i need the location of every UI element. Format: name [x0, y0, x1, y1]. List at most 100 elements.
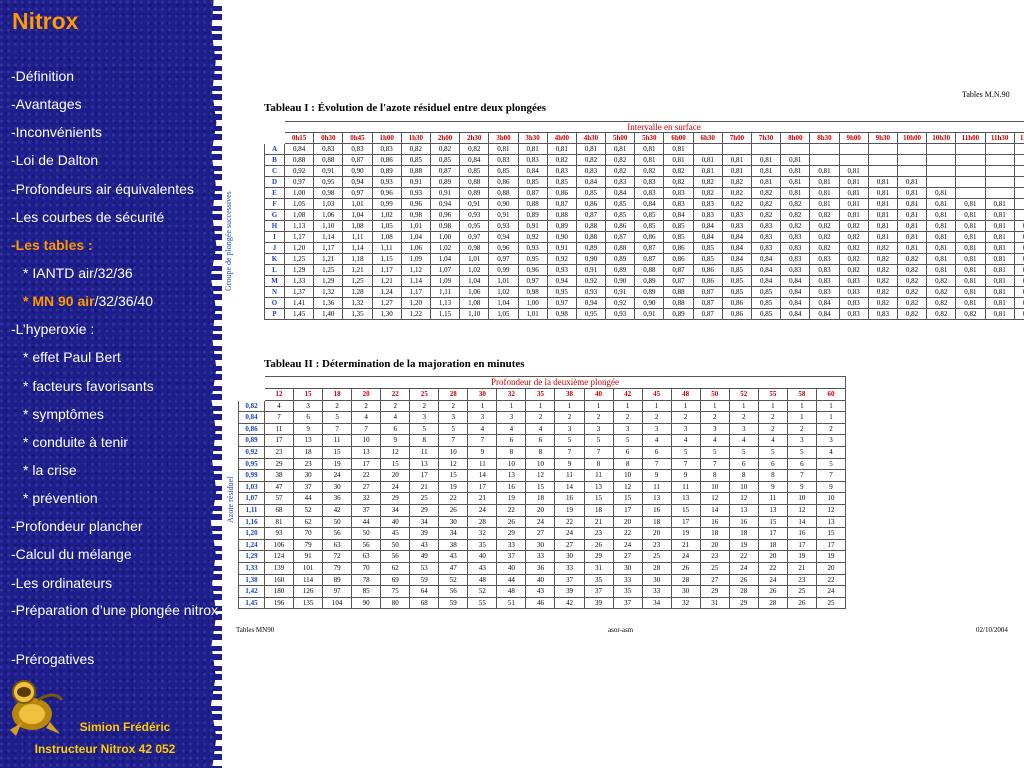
table1-column-header: 9h00: [838, 132, 869, 144]
table2-cell: 23: [583, 527, 614, 540]
table2-cell: 8: [728, 469, 759, 482]
table2-cell: 34: [409, 515, 440, 529]
table1-cell: 0,82: [809, 220, 840, 232]
table2-cell: 3: [293, 399, 324, 413]
table2-row-label: 1,11: [238, 503, 265, 517]
nav-item-la-crise[interactable]: * la crise: [23, 461, 77, 478]
table1-cell: 0,84: [692, 220, 723, 232]
table1-cell: 0,85: [546, 176, 577, 188]
table1-cell: 0,84: [809, 297, 840, 309]
table1-cell: 0,81: [955, 231, 986, 243]
nav-item-les-ordinateurs[interactable]: -Les ordinateurs: [11, 574, 113, 591]
nav-item-iantd[interactable]: * IANTD air/32/36: [23, 264, 133, 281]
nav-item-facteurs-favorisants[interactable]: * facteurs favorisants: [23, 377, 154, 394]
footer-center: asor-asm: [608, 626, 634, 634]
table1-cell: 0,82: [605, 154, 636, 166]
table2-cell: 59: [438, 596, 469, 610]
table2-cell: 2: [525, 411, 556, 424]
nav-item-symptomes[interactable]: * symptômes: [23, 405, 104, 422]
table2-cell: 1: [815, 399, 847, 413]
table1-cell: 0,83: [692, 209, 723, 221]
table2-cell: 79: [322, 561, 353, 575]
table1-cell: 0,84: [283, 143, 315, 155]
nav-item-les-tables[interactable]: -Les tables :: [11, 236, 93, 253]
table1-cell: 0,95: [313, 176, 344, 188]
table1-cell: 0,82: [926, 308, 957, 320]
nav-item-prerogatives[interactable]: -Prérogatives: [11, 650, 95, 667]
nav-item-definition[interactable]: -Définition: [11, 68, 75, 84]
table2-cell: 17: [612, 503, 643, 517]
table1-cell: 0,81: [517, 143, 548, 155]
table2-cell: 50: [380, 538, 411, 552]
nav-item-conduite-a-tenir[interactable]: * conduite à tenir: [23, 433, 129, 450]
table2-cell: 20: [699, 538, 730, 552]
nav-item-avantages[interactable]: -Avantages: [11, 96, 82, 113]
table1-cell: 0,88: [634, 264, 665, 276]
table2-cell: 18: [525, 492, 556, 505]
table1-cell: 0,86: [575, 198, 607, 210]
table1-cell: 0,95: [459, 220, 490, 232]
table1-cell: 0,82: [867, 253, 898, 265]
table1-cell: 0,93: [575, 286, 607, 298]
table2-row-label: 1,03: [238, 480, 265, 494]
nav-item-inconvenients[interactable]: -Inconvénients: [11, 124, 103, 141]
table1-cell-empty: [838, 154, 869, 166]
table1-cell: 1,04: [488, 297, 519, 309]
table1-cell: 0,83: [838, 275, 869, 287]
table2-cell: 6: [786, 457, 817, 471]
table2-cell: 27: [351, 480, 382, 494]
table2-cell: 48: [496, 585, 527, 598]
table2-cell: 17: [263, 434, 295, 447]
nav-item-prevention[interactable]: * prévention: [23, 490, 98, 507]
table1-cell: 0,83: [809, 275, 840, 287]
table1-cell: 0,84: [780, 308, 811, 320]
table2-cell: 36: [525, 561, 556, 575]
table1-cell: 0,93: [546, 264, 577, 276]
footer-left: Tables MN90: [236, 626, 275, 634]
nav-item-calcul-du-melange[interactable]: -Calcul du mélange: [11, 546, 132, 563]
table1-cell: 0,83: [517, 154, 548, 166]
nav-item-profondeurs-air-equivalentes[interactable]: -Profondeurs air équivalentes: [11, 180, 194, 197]
table2-cell: 15: [322, 445, 353, 459]
nav-item-profondeur-plancher[interactable]: -Profondeur plancher: [11, 518, 143, 535]
table2-cell: 17: [786, 538, 817, 552]
table1-cell: 1,01: [488, 275, 519, 287]
table1-cell: 0,81: [955, 220, 986, 232]
table2-cell: 2: [409, 399, 440, 413]
table1-cell: 0,89: [459, 187, 490, 199]
table2-cell: 12: [786, 503, 817, 517]
nav-item-mn90[interactable]: * MN 90 air/32/36/40: [11, 291, 219, 319]
table2-cell: 4: [757, 434, 788, 447]
table2-cell: 27: [699, 573, 730, 587]
nav-item-effet-paul-bert[interactable]: * effet Paul Bert: [23, 349, 121, 366]
table2-cell: 10: [438, 445, 469, 459]
table1-cell: 0,81: [926, 253, 957, 265]
table1-cell: 0,85: [575, 187, 607, 199]
table2-cell: 126: [293, 585, 324, 598]
table2-column-header: 42: [612, 387, 643, 401]
table2-cell: 37: [554, 573, 585, 587]
table1-cell: 0,82: [429, 143, 461, 155]
table1-cell: 0,81: [1013, 286, 1024, 298]
table1-cell: 0,83: [721, 209, 753, 221]
table2-cell: 9: [641, 469, 672, 482]
table1-cell: 0,81: [896, 187, 928, 199]
table2-cell: 7: [786, 469, 817, 482]
table2-cell: 16: [728, 515, 759, 529]
table1-cell: 0,94: [488, 231, 519, 243]
table1-cell: 1,27: [371, 297, 402, 309]
table2-cell: 3: [438, 411, 469, 424]
table1-column-header: 3h30: [517, 132, 548, 144]
table1-cell: 0,81: [955, 297, 986, 309]
table1-cell: 0,81: [780, 154, 811, 166]
nav-item-hyperoxie[interactable]: -L’hyperoxie :: [11, 321, 95, 338]
nav-item-preparation-plongee-nitrox[interactable]: -Préparation d’une plongée nitrox: [11, 601, 219, 618]
table2-cell: 11: [757, 492, 788, 505]
table1-cell: 1,33: [283, 275, 315, 287]
table1-row-label: A: [264, 143, 285, 155]
nav-item-loi-de-dalton[interactable]: -Loi de Dalton: [11, 152, 99, 169]
table1-column-header: 8h30: [809, 132, 840, 144]
nav-item-courbes-de-securite[interactable]: -Les courbes de sécurité: [11, 208, 165, 225]
table2-cell: 5: [438, 422, 469, 436]
table2-cell: 7: [467, 434, 498, 447]
